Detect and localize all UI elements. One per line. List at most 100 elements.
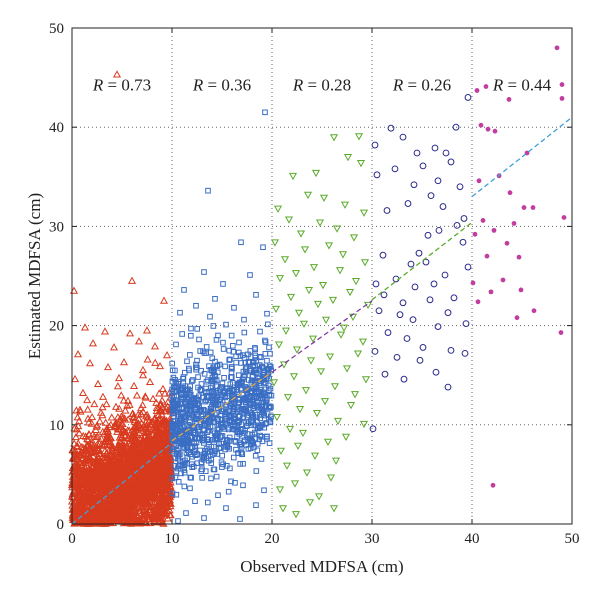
point-triangle-up: [71, 510, 80, 519]
point-dot: [492, 128, 498, 134]
point-circle: [383, 207, 391, 214]
point-triangle-down: [299, 320, 309, 328]
point-square: [265, 370, 272, 377]
point-square: [212, 296, 218, 302]
point-square: [254, 386, 260, 392]
point-circle: [426, 296, 434, 304]
point-square: [211, 466, 218, 473]
point-triangle-down: [316, 368, 326, 376]
point-square: [184, 358, 190, 365]
point-square: [197, 386, 204, 393]
point-triangle-up: [114, 516, 123, 524]
point-triangle-up: [154, 495, 163, 503]
point-square: [215, 492, 221, 499]
point-square: [187, 352, 193, 358]
point-square: [243, 442, 249, 448]
fit-lines: [71, 116, 573, 525]
point-triangle-down: [273, 205, 283, 213]
point-triangle-up: [79, 431, 88, 440]
point-square: [199, 432, 205, 439]
point-triangle-up: [141, 393, 150, 401]
point-triangle-up: [158, 396, 167, 404]
x-tick-label: 30: [365, 531, 380, 547]
point-triangle-up: [100, 327, 110, 335]
y-tick-label: 0: [57, 517, 65, 533]
point-square: [171, 463, 178, 469]
point-triangle-up: [143, 427, 152, 435]
point-triangle-up: [73, 453, 82, 461]
point-triangle-up: [146, 447, 155, 455]
point-triangle-up: [87, 494, 96, 502]
point-triangle-up: [92, 422, 101, 430]
point-triangle-up: [89, 452, 98, 460]
point-triangle-up: [95, 480, 104, 488]
point-square: [230, 343, 236, 349]
r-letter: R: [292, 75, 304, 94]
point-triangle-up: [98, 473, 107, 481]
point-triangle-up: [93, 517, 102, 526]
point-square: [240, 406, 247, 412]
point-square: [201, 426, 208, 433]
point-triangle-down: [353, 350, 363, 358]
point-triangle-down: [308, 335, 318, 343]
point-triangle-down: [312, 409, 322, 418]
point-square: [250, 413, 257, 420]
point-dot: [518, 287, 524, 293]
point-square: [221, 375, 227, 381]
point-square: [178, 470, 184, 477]
point-square: [170, 443, 177, 449]
point-square: [179, 430, 185, 437]
point-square: [245, 351, 251, 358]
point-triangle-up: [112, 496, 121, 504]
point-triangle-up: [86, 442, 95, 450]
point-square: [231, 304, 237, 311]
point-triangle-up: [71, 469, 80, 477]
point-square: [227, 401, 233, 408]
point-triangle-up: [99, 495, 108, 503]
y-tick-label: 50: [49, 21, 64, 37]
point-square: [201, 269, 207, 275]
point-square: [266, 440, 273, 446]
point-triangle-down: [356, 160, 366, 168]
r-letter: R: [392, 75, 404, 94]
point-triangle-up: [149, 455, 158, 463]
point-square: [220, 281, 226, 287]
point-triangle-up: [104, 500, 114, 508]
point-square: [196, 393, 202, 400]
point-square: [244, 397, 250, 404]
point-triangle-up: [79, 507, 88, 515]
point-square: [215, 332, 221, 339]
point-triangle-up: [146, 518, 155, 527]
point-triangle-up: [119, 483, 128, 491]
point-triangle-up: [163, 502, 172, 510]
point-square: [242, 384, 249, 390]
point-square: [245, 377, 252, 383]
point-circle: [427, 192, 435, 200]
point-triangle-up: [124, 439, 133, 447]
y-tick-label: 20: [49, 319, 64, 335]
point-triangle-up: [120, 414, 129, 422]
point-triangle-up: [103, 424, 112, 432]
point-triangle-up: [108, 503, 117, 512]
point-square: [200, 348, 206, 355]
point-square: [190, 377, 196, 383]
point-triangle-up: [144, 501, 153, 509]
point-triangle-up: [138, 371, 148, 379]
point-triangle-down: [333, 417, 343, 426]
point-triangle-up: [88, 412, 97, 421]
point-triangle-up: [84, 514, 93, 522]
point-triangle-down: [339, 324, 349, 332]
point-triangle-up: [148, 394, 158, 402]
point-dot: [511, 221, 517, 226]
point-square: [218, 421, 225, 428]
point-triangle-up: [101, 436, 110, 444]
point-triangle-up: [165, 495, 174, 503]
point-dot: [516, 254, 522, 260]
point-square: [194, 451, 201, 458]
point-triangle-up: [73, 413, 82, 421]
point-dot: [561, 215, 567, 220]
fit-line: [471, 116, 573, 198]
point-triangle-down: [326, 474, 336, 482]
point-triangle-up: [75, 475, 84, 483]
point-triangle-up: [123, 492, 132, 501]
